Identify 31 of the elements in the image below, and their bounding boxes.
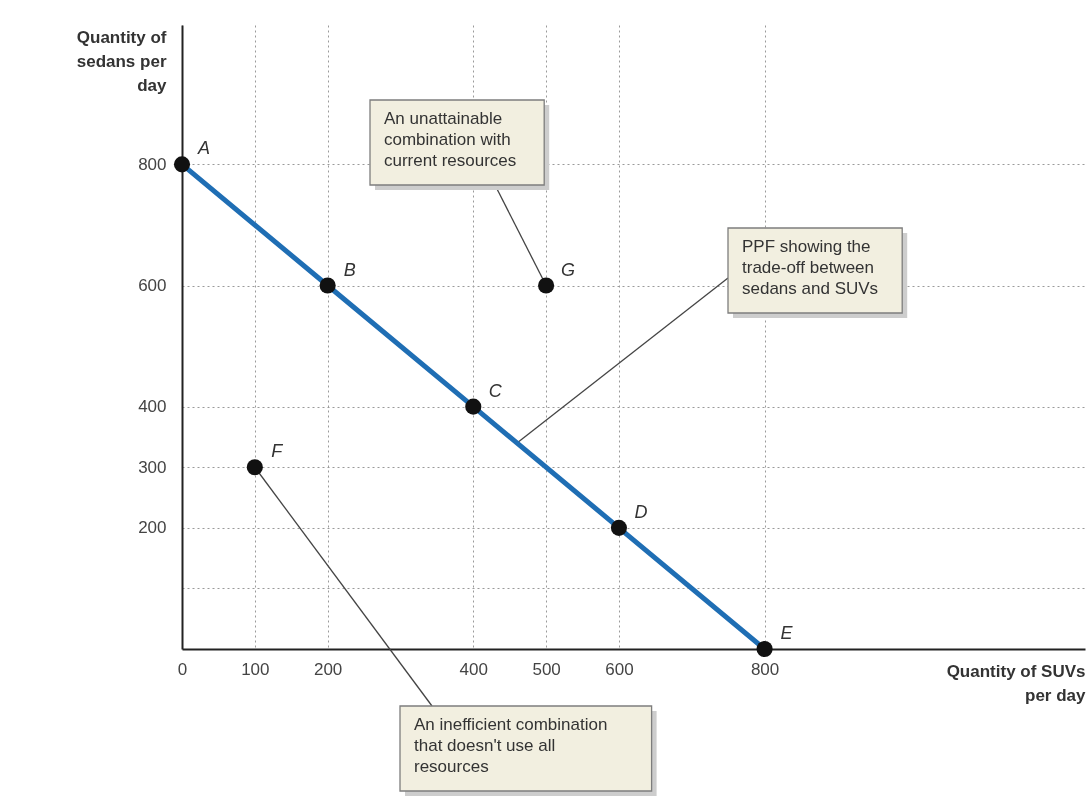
x-tick-label: 0 bbox=[177, 659, 188, 679]
annotation: B bbox=[343, 259, 356, 280]
x-tick-label: 500 bbox=[532, 659, 561, 679]
x-tick-label: 100 bbox=[241, 659, 270, 679]
point bbox=[756, 640, 773, 658]
x-tick-label: 400 bbox=[459, 659, 488, 679]
point bbox=[465, 398, 482, 415]
annotation: D bbox=[634, 501, 648, 522]
point bbox=[610, 519, 627, 536]
x-tick-label: 200 bbox=[313, 659, 343, 679]
y-tick-label: 300 bbox=[138, 457, 167, 477]
y-tick-label: 400 bbox=[138, 397, 167, 417]
annotation: PPF showing the trade-off between sedans and SUVs bbox=[742, 237, 879, 298]
x-axis-title: Quantity of SUVs per day bbox=[946, 661, 1087, 705]
x-tick-label: 800 bbox=[750, 659, 780, 679]
x-tick-label: 600 bbox=[605, 659, 634, 679]
annotation: C bbox=[488, 380, 503, 401]
annotation: E bbox=[780, 623, 794, 643]
y-tick-label: 800 bbox=[138, 154, 167, 174]
annotation: F bbox=[271, 441, 284, 462]
y-tick-label: 200 bbox=[138, 518, 167, 538]
y-tick-label: 600 bbox=[138, 276, 167, 295]
point bbox=[319, 277, 336, 294]
point bbox=[538, 277, 555, 294]
point bbox=[173, 156, 191, 173]
point bbox=[246, 459, 263, 476]
annotation: A bbox=[196, 138, 211, 159]
annotation: An inefficient combination that doesn't use all resources bbox=[414, 715, 608, 776]
y-axis-title: Quantity of sedans per day bbox=[76, 27, 168, 95]
annotation: An unattainable combination with current resources bbox=[384, 109, 517, 170]
annotation: G bbox=[561, 259, 576, 280]
